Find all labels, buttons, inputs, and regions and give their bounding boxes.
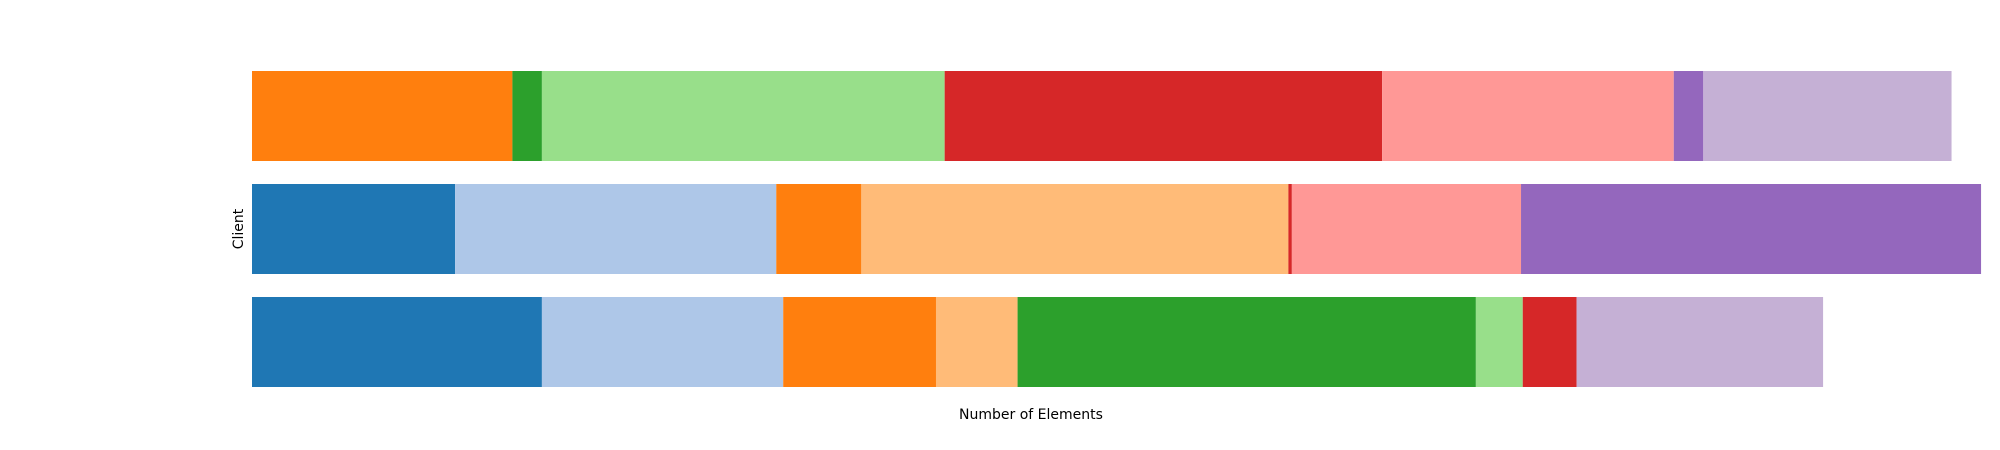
bar-segment-row3-seg6 bbox=[1475, 297, 1523, 387]
bar-segment-row2-seg9 bbox=[1521, 184, 1982, 274]
bar-segment-row2-seg2 bbox=[455, 184, 777, 274]
bar-segment-row3-seg4 bbox=[935, 297, 1018, 387]
bar-segment-row3-seg2 bbox=[541, 297, 784, 387]
bar-segment-row2-seg8 bbox=[1291, 184, 1522, 274]
bar-segment-row3-seg10 bbox=[1576, 297, 1824, 387]
bar-segment-row1-seg6 bbox=[541, 71, 945, 161]
bar-segment-row3-seg7 bbox=[1522, 297, 1577, 387]
bars-layer bbox=[252, 71, 1982, 387]
bar-segment-row3-seg5 bbox=[1017, 297, 1476, 387]
bar-segment-row3-seg3 bbox=[783, 297, 936, 387]
bar-segment-row2-seg3 bbox=[776, 184, 862, 274]
bar-segment-row1-seg3 bbox=[252, 71, 513, 161]
x-axis-label: Number of Elements bbox=[959, 407, 1103, 423]
y-axis-label: Client bbox=[231, 208, 247, 249]
bar-segment-row2-seg4 bbox=[861, 184, 1289, 274]
bar-segment-row1-seg10 bbox=[1703, 71, 1952, 161]
bar-segment-row3-seg1 bbox=[252, 297, 542, 387]
bar-segment-row1-seg5 bbox=[512, 71, 542, 161]
bar-segment-row2-seg1 bbox=[252, 184, 456, 274]
bar-segment-row1-seg8 bbox=[1382, 71, 1674, 161]
bar-segment-row1-seg9 bbox=[1673, 71, 1704, 161]
bar-segment-row2-seg7 bbox=[1288, 184, 1292, 274]
bar-segment-row1-seg7 bbox=[944, 71, 1383, 161]
